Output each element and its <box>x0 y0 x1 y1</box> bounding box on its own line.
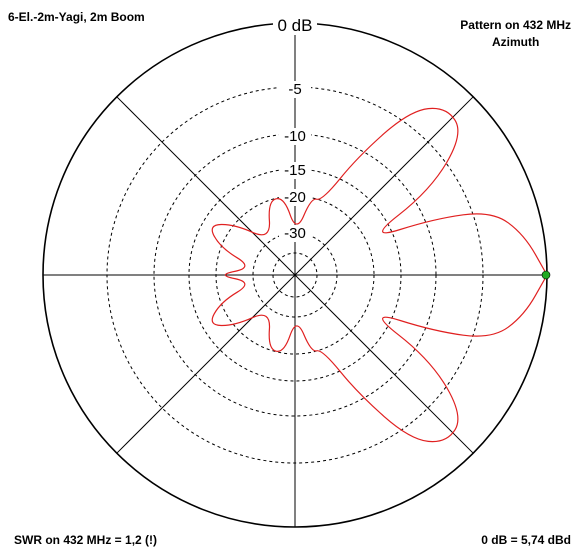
max-gain-marker <box>541 270 551 280</box>
ring-label-2: -10 <box>284 128 306 145</box>
spoke-45 <box>294 96 474 276</box>
spoke-315 <box>294 274 474 454</box>
spoke-225 <box>116 274 296 454</box>
swr-readout: SWR on 432 MHz = 1,2 (!) <box>14 533 158 547</box>
ring-label-3: -15 <box>284 162 306 179</box>
ring-label-1: -5 <box>288 81 301 98</box>
pattern-subtitle: Azimuth <box>491 35 540 49</box>
pattern-title: Pattern on 432 MHz <box>460 18 571 32</box>
ring-label-bg-2 <box>279 128 311 145</box>
ring-label-bg-5 <box>279 225 311 242</box>
pattern-trace <box>211 107 548 443</box>
ring-label-bg-0 <box>273 16 317 35</box>
antenna-label: 6-El.-2m-Yagi, 2m Boom <box>8 10 145 24</box>
reference-readout: 0 dB = 5,74 dBd <box>481 533 571 547</box>
ring-label-5: -30 <box>284 225 306 242</box>
ring-label-0: 0 dB <box>278 16 313 35</box>
pattern-title-block: Pattern on 432 MHz Azimuth <box>460 17 571 51</box>
spoke-135 <box>116 96 296 276</box>
ring-label-bg-1 <box>279 81 311 98</box>
ring-label-bg-4 <box>279 189 311 206</box>
ring-label-4: -20 <box>284 189 306 206</box>
ring-label-bg-3 <box>279 162 311 179</box>
